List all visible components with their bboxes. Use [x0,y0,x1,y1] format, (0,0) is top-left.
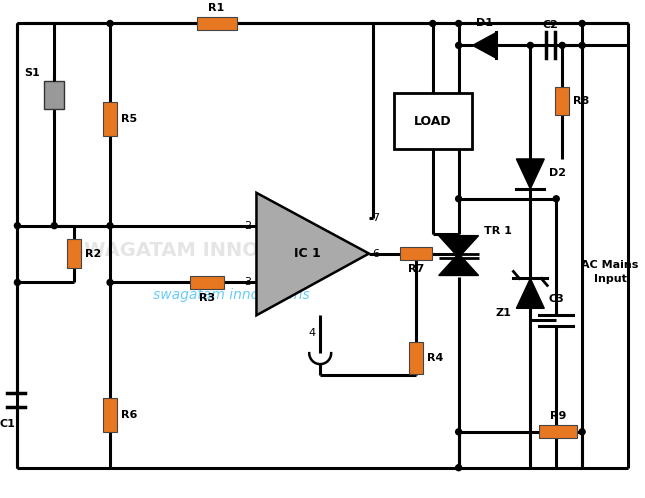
Bar [67,239,81,268]
Text: R2: R2 [85,249,101,258]
Text: R5: R5 [121,114,137,124]
Text: D1: D1 [476,18,493,28]
Polygon shape [517,159,544,189]
Circle shape [14,279,21,285]
Circle shape [14,223,21,229]
Circle shape [579,20,585,26]
Bar [555,87,569,115]
Text: R4: R4 [427,353,443,363]
Text: R3: R3 [199,293,215,303]
Text: 7: 7 [372,213,379,223]
Bar [394,93,471,149]
Circle shape [455,20,462,26]
Bar [197,17,237,30]
Bar [45,81,64,109]
Text: 6: 6 [372,249,379,258]
Text: Z1: Z1 [495,308,511,318]
Text: C1: C1 [0,419,15,429]
Circle shape [455,196,462,202]
Text: swagatam innovations: swagatam innovations [153,288,310,302]
Text: R6: R6 [121,410,137,420]
Circle shape [553,196,559,202]
Text: C2: C2 [542,20,558,30]
Text: AC Mains
Input: AC Mains Input [581,260,639,284]
Text: D2: D2 [550,168,566,178]
Polygon shape [439,253,479,275]
Text: C3: C3 [548,294,564,304]
Text: S1: S1 [25,68,40,78]
Text: R8: R8 [573,96,590,106]
Circle shape [579,429,585,435]
Bar [409,342,422,374]
Polygon shape [517,278,544,308]
Text: R7: R7 [408,264,424,274]
Bar [103,102,117,136]
Text: TR 1: TR 1 [484,226,511,236]
Bar [400,247,432,260]
Circle shape [455,42,462,48]
Text: SWAGATAM INNOVATIONS: SWAGATAM INNOVATIONS [70,241,353,260]
Circle shape [528,42,533,48]
Circle shape [455,429,462,435]
Circle shape [430,20,436,26]
Circle shape [51,223,57,229]
Circle shape [107,279,113,285]
Text: LOAD: LOAD [414,115,452,127]
Circle shape [107,20,113,26]
Polygon shape [257,193,369,315]
Text: 4: 4 [309,328,316,338]
Bar [103,398,117,432]
Text: IC 1: IC 1 [294,247,321,260]
Circle shape [107,223,113,229]
Text: 3: 3 [244,277,252,287]
Bar [539,425,577,438]
Text: R1: R1 [208,3,224,13]
Text: R9: R9 [550,411,566,421]
Polygon shape [439,236,479,257]
Circle shape [559,42,565,48]
Circle shape [455,465,462,471]
Polygon shape [473,32,497,58]
Bar [190,276,224,289]
Circle shape [579,42,585,48]
Text: 2: 2 [244,221,252,231]
